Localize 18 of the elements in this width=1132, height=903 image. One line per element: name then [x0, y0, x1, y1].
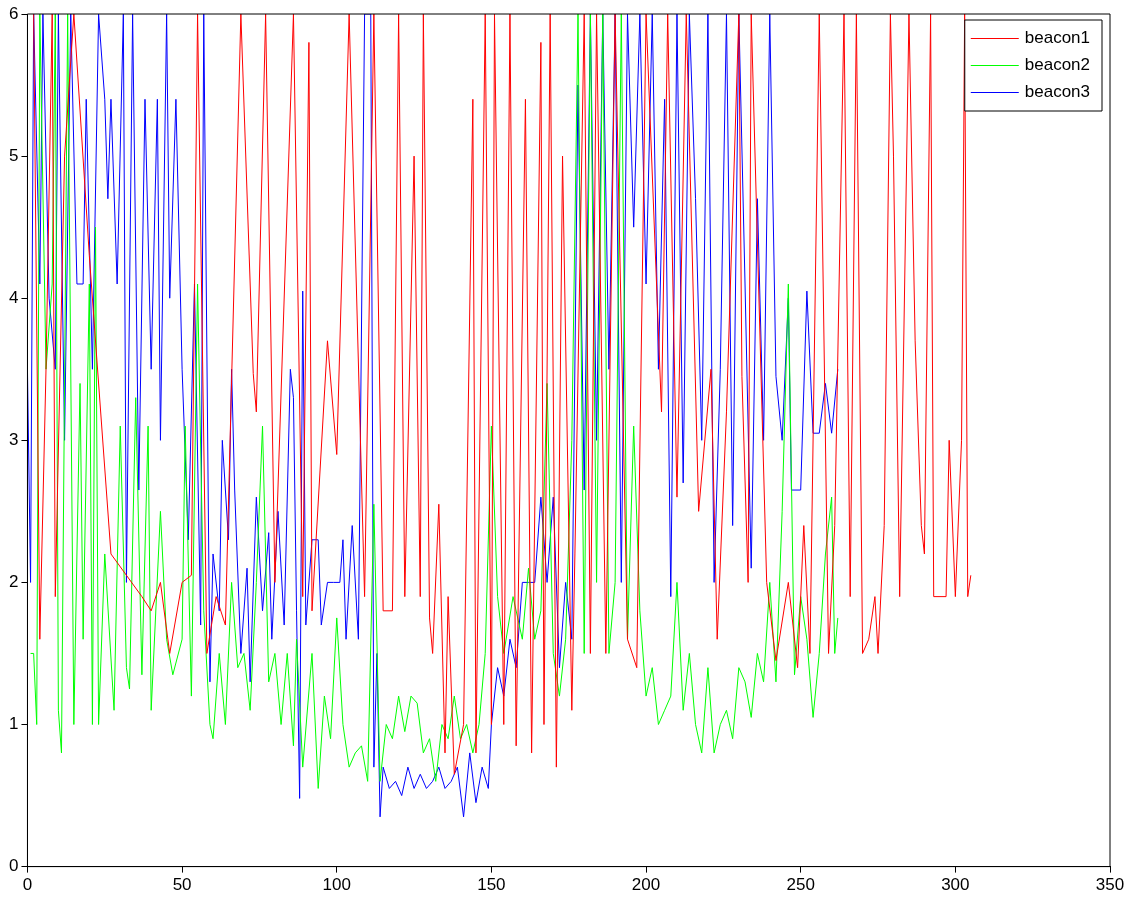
y-tick-label: 6	[8, 3, 19, 23]
y-tick-label: 1	[8, 714, 19, 734]
x-tick-label: 250	[786, 875, 815, 895]
y-tick-label: 0	[8, 856, 19, 876]
x-tick-label: 0	[22, 875, 33, 895]
legend-label: beacon3	[1024, 82, 1091, 102]
y-tick-label: 5	[8, 145, 19, 165]
legend-label: beacon1	[1024, 28, 1091, 48]
y-tick-label: 2	[8, 572, 19, 592]
x-tick-label: 300	[941, 875, 970, 895]
x-tick-label: 350	[1095, 875, 1125, 895]
x-tick-label: 150	[477, 875, 506, 895]
x-tick-label: 50	[172, 875, 192, 895]
x-tick-label: 100	[322, 875, 351, 895]
y-tick-label: 4	[8, 287, 19, 307]
y-tick-label: 3	[8, 429, 19, 449]
legend-label: beacon2	[1024, 55, 1091, 75]
x-tick-label: 200	[631, 875, 661, 895]
